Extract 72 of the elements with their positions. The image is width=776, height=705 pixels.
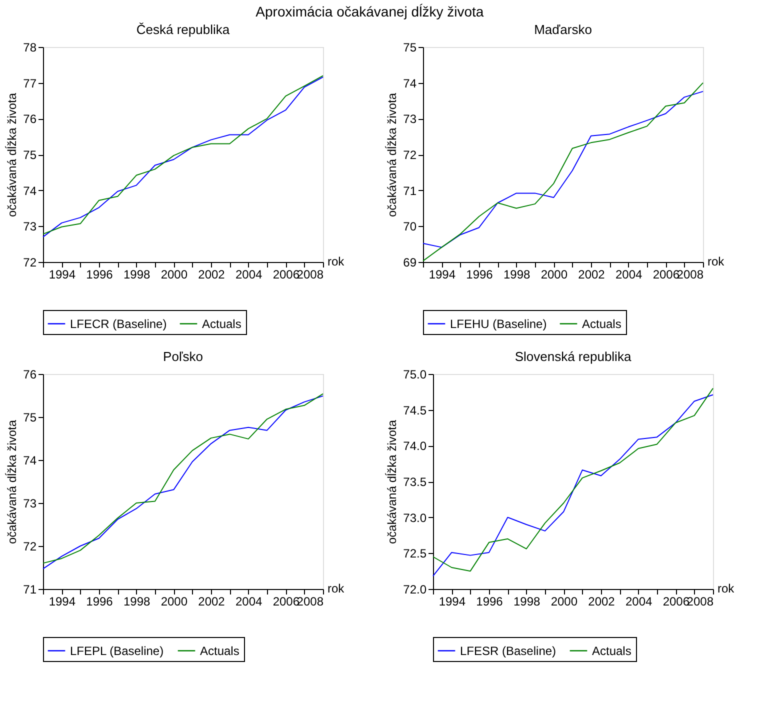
x-tick-label: 2004 [235, 594, 263, 608]
x-tick-label: 2000 [160, 268, 188, 282]
y-tick-label: 69 [403, 256, 417, 270]
x-tick-label: 1998 [123, 268, 151, 282]
y-tick-label: 72.5 [403, 546, 427, 561]
legend-label: LFECR (Baseline) [70, 316, 167, 331]
y-tick-label: 73 [23, 220, 37, 234]
y-tick-label: 76 [23, 112, 37, 126]
y-tick-label: 71 [403, 184, 417, 198]
x-tick-label: 2004 [235, 268, 263, 282]
x-axis-title: rok [708, 254, 726, 268]
x-tick-label: 1996 [86, 268, 114, 282]
y-tick-label: 75 [403, 40, 417, 54]
legend-label: LFEPL (Baseline) [70, 644, 164, 658]
x-tick-label: 1998 [503, 268, 531, 282]
x-axis-title: rok [328, 254, 346, 268]
chart-title: Česká republika [136, 22, 230, 37]
chart-title: Slovenská republika [514, 349, 632, 364]
legend-label: Actuals [582, 316, 622, 331]
y-tick-label: 72 [23, 540, 37, 554]
y-tick-label: 73 [403, 112, 417, 126]
legend-label: Actuals [200, 644, 240, 658]
y-axis-title: očakávaná dĺžka života [5, 92, 20, 218]
x-tick-label: 2002 [198, 268, 226, 282]
x-axis-title: rok [328, 582, 346, 596]
y-tick-label: 75 [23, 410, 37, 424]
y-tick-label: 75.0 [403, 368, 427, 382]
y-tick-label: 76 [23, 368, 37, 382]
x-tick-label: 1996 [86, 594, 114, 608]
x-tick-label: 2000 [540, 268, 568, 282]
y-tick-label: 74.0 [403, 439, 427, 454]
x-tick-label: 2002 [198, 594, 226, 608]
y-tick-label: 72 [23, 256, 37, 270]
text: Aproximácia očakávanej dĺžky života [256, 4, 484, 20]
legend-label: Actuals [202, 316, 242, 331]
y-tick-label: 74 [23, 184, 37, 198]
y-tick-label: 73.0 [403, 510, 427, 525]
y-tick-label: 74 [23, 454, 37, 468]
legend-label: Actuals [592, 644, 632, 658]
x-axis-title: rok [718, 582, 736, 596]
y-tick-label: 72.0 [403, 582, 427, 596]
x-tick-label: 1994 [48, 594, 76, 608]
x-tick-label: 1998 [513, 594, 541, 608]
legend-label: LFEHU (Baseline) [450, 316, 547, 331]
y-tick-label: 73.5 [403, 475, 427, 489]
x-tick-label: 1994 [438, 594, 466, 608]
y-tick-label: 70 [403, 220, 417, 234]
chart-title: Poľsko [163, 349, 203, 364]
y-axis-title: očakávaná dĺžka života [385, 420, 400, 544]
y-tick-label: 77 [23, 76, 37, 90]
chart-title: Maďarsko [534, 22, 592, 37]
y-tick-label: 74 [403, 76, 417, 90]
y-tick-label: 78 [23, 40, 37, 54]
y-tick-label: 75 [23, 148, 37, 162]
x-tick-label: 2004 [615, 268, 643, 282]
x-tick-label: 2000 [550, 594, 578, 608]
x-tick-label: 1994 [428, 268, 456, 282]
x-tick-label: 2004 [625, 594, 653, 608]
x-tick-label: 1994 [48, 268, 76, 282]
y-axis-title: očakávaná dĺžka života [5, 420, 20, 544]
legend-label: LFESR (Baseline) [460, 644, 556, 658]
y-tick-label: 71 [23, 582, 37, 596]
x-tick-label: 2002 [588, 594, 616, 608]
x-tick-label: 2002 [578, 268, 606, 282]
y-tick-label: 73 [23, 496, 37, 510]
x-tick-label: 1996 [466, 268, 494, 282]
y-axis-title: očakávaná dĺžka života [385, 92, 400, 218]
y-tick-label: 74.5 [403, 403, 427, 418]
x-tick-label: 1998 [123, 594, 151, 608]
x-tick-label: 1996 [476, 594, 504, 608]
y-tick-label: 72 [403, 148, 417, 162]
x-tick-label: 2000 [160, 594, 188, 608]
